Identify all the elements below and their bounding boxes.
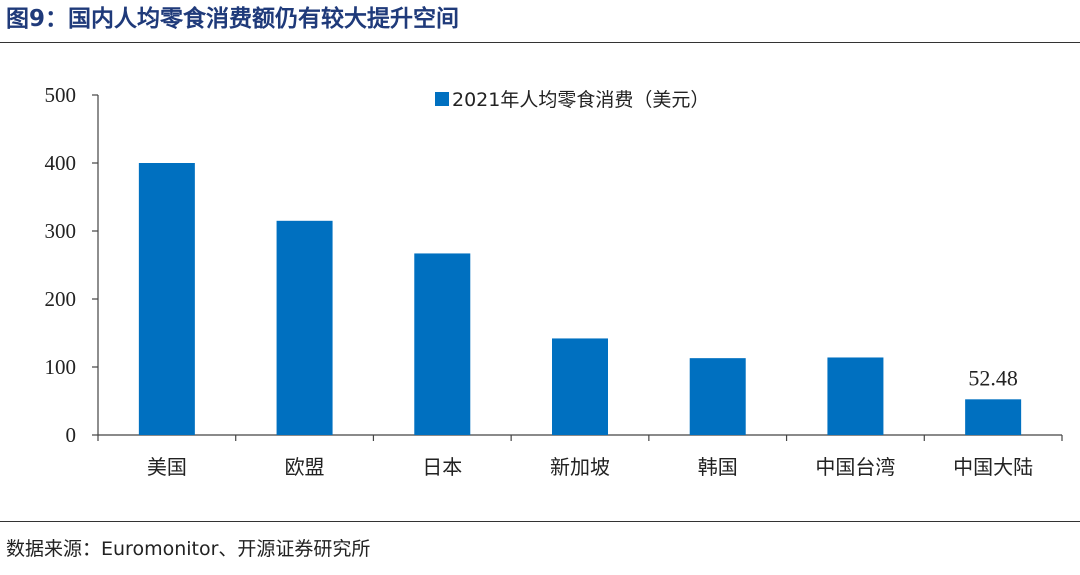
- x-category-label: 中国大陆: [953, 455, 1033, 479]
- bar: [965, 399, 1022, 435]
- legend-label: 2021年人均零食消费（美元）: [452, 89, 709, 111]
- y-tick-label: 100: [45, 355, 77, 379]
- x-category-label: 新加坡: [550, 455, 610, 479]
- bar: [827, 357, 884, 435]
- x-category-label: 韩国: [698, 455, 738, 479]
- data-labels-group: 52.48: [968, 365, 1018, 390]
- bar-chart: 0 100 200 300 400 500 美国 欧盟 日本 新加坡 韩国 中国台湾 中国大陆 52.…: [45, 83, 1063, 479]
- bar: [138, 163, 195, 435]
- bar: [276, 220, 333, 435]
- source-divider: [0, 521, 1080, 522]
- y-tick-label: 400: [45, 151, 77, 175]
- y-tick-label: 0: [66, 423, 77, 447]
- y-tick-label: 200: [45, 287, 77, 311]
- legend-swatch: [435, 92, 449, 106]
- x-axis: 美国 欧盟 日本 新加坡 韩国 中国台湾 中国大陆: [97, 434, 1063, 479]
- x-category-label: 美国: [147, 455, 187, 479]
- source-note: 数据来源：Euromonitor、开源证券研究所: [6, 538, 371, 560]
- bar: [414, 253, 471, 435]
- y-axis: 0 100 200 300 400 500: [45, 83, 99, 447]
- x-category-label: 日本: [422, 455, 462, 479]
- bar-value-label: 52.48: [968, 365, 1018, 390]
- figure-title: 图9：国内人均零食消费额仍有较大提升空间: [6, 6, 460, 32]
- bars-group: [138, 163, 1022, 435]
- legend: 2021年人均零食消费（美元）: [435, 89, 709, 111]
- bar: [552, 338, 608, 435]
- x-category-label: 中国台湾: [815, 455, 895, 479]
- title-divider: [0, 42, 1080, 43]
- x-category-label: 欧盟: [285, 455, 325, 479]
- y-tick-label: 500: [45, 83, 77, 107]
- bar: [689, 358, 746, 435]
- y-tick-label: 300: [45, 219, 77, 243]
